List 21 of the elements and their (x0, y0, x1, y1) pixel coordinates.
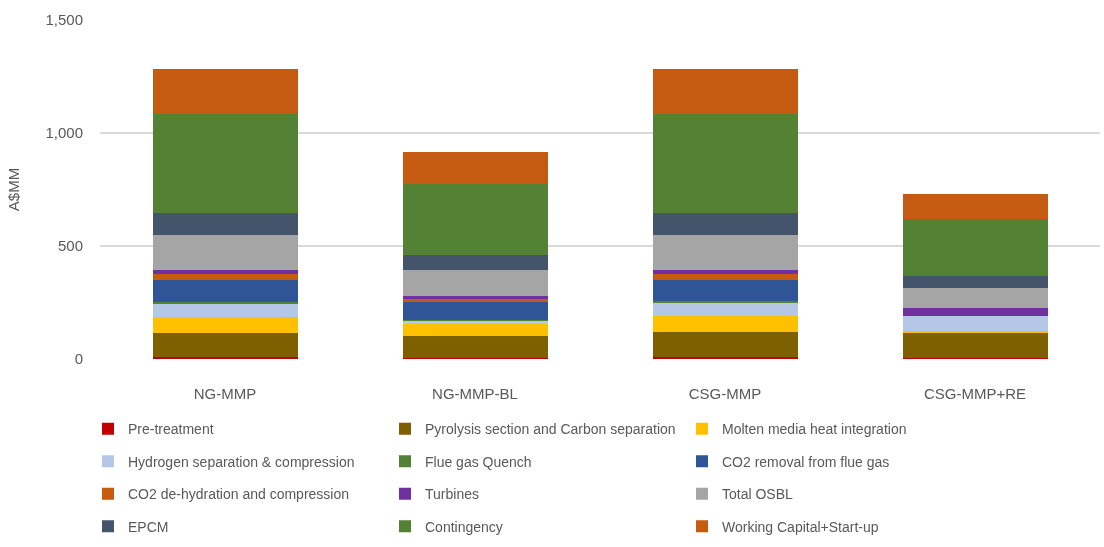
legend-label: Pre-treatment (128, 421, 214, 438)
legend-label: Flue gas Quench (425, 453, 532, 470)
legend-label: Working Capital+Start-up (722, 518, 879, 535)
legend-label: CO2 removal from flue gas (722, 453, 890, 470)
y-tick-label: 1,500 (45, 11, 83, 29)
x-tick-label: CSG-MMP (688, 385, 762, 402)
x-tick-label: NG-MMP (193, 385, 257, 402)
x-tick-label: NG-MMP-BL (432, 385, 518, 402)
legend-label: Pyrolysis section and Carbon separation (425, 421, 676, 438)
legend-label: CO2 de-hydration and compression (128, 486, 350, 503)
legend-label: Total OSBL (722, 486, 794, 503)
x-tick-label: CSG-MMP+RE (923, 385, 1027, 402)
y-tick-label: 1,000 (45, 124, 83, 142)
y-tick-label: 500 (57, 237, 83, 255)
legend-label: Contingency (425, 518, 503, 535)
legend-label: EPCM (128, 518, 169, 535)
y-tick-label: 0 (74, 350, 83, 368)
legend-label: Hydrogen separation & compression (128, 453, 355, 470)
legend-label: Turbines (425, 486, 479, 503)
legend-label: Molten media heat integration (722, 421, 907, 438)
y-axis-title: A$MM (4, 167, 22, 212)
